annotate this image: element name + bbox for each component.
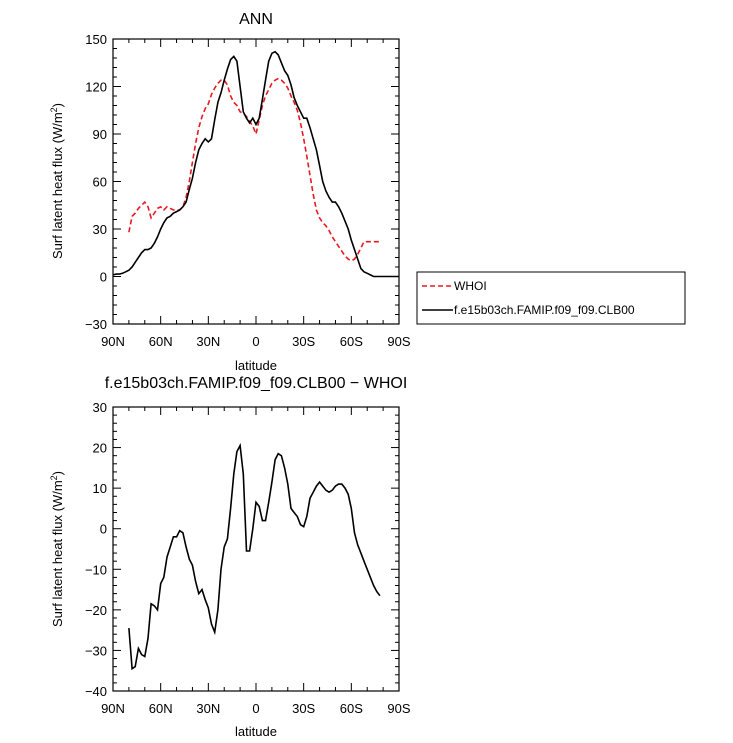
y-tick-label: 60	[93, 175, 107, 190]
y-tick-label: −30	[85, 317, 107, 332]
y-tick-label: 0	[100, 522, 107, 537]
top-chart-title: ANN	[239, 11, 273, 28]
x-tick-label: 0	[252, 334, 259, 349]
y-tick-label: −10	[85, 562, 107, 577]
top-x-ticks: 90N 60N 30N 0 30S 60S 90S	[101, 39, 411, 349]
x-tick-label: 60S	[340, 334, 363, 349]
y-tick-label: 90	[93, 127, 107, 142]
x-tick-label: 0	[252, 701, 259, 716]
legend-entry-model: f.e15b03ch.FAMIP.f09_f09.CLB00	[454, 303, 635, 317]
top-y-axis-label-sup: 2	[49, 107, 59, 112]
bottom-y-ticks: −40 −30 −20 −10 0 10 20 30	[85, 400, 399, 699]
x-tick-label: 30S	[292, 334, 315, 349]
legend-box	[416, 271, 686, 325]
top-y-axis-label: Surf latent heat flux (W/m2)	[49, 103, 65, 259]
bottom-x-ticks: 90N 60N 30N 0 30S 60S 90S	[101, 407, 411, 716]
top-panel: ANN −30 0 30 60 90 120 150 90N 60N 30N 0 30S 60S 90S…	[49, 11, 686, 373]
bottom-y-axis-label-main: Surf latent heat flux (W/m	[50, 480, 65, 627]
bottom-y-axis-label-sup: 2	[49, 475, 59, 480]
y-tick-label: 10	[93, 481, 107, 496]
y-tick-label: 20	[93, 441, 107, 456]
x-tick-label: 60N	[149, 334, 173, 349]
top-x-axis-label: latitude	[235, 358, 277, 373]
bottom-x-axis-label: latitude	[235, 724, 277, 739]
y-tick-label: 150	[85, 32, 107, 47]
top-y-axis-label-close: )	[50, 103, 65, 107]
x-tick-label: 60N	[149, 701, 173, 716]
y-tick-label: −20	[85, 603, 107, 618]
y-tick-label: −30	[85, 643, 107, 658]
series-line-f-e15b03ch-famip-f09-f09-clb00	[112, 50, 399, 278]
bottom-chart-title: f.e15b03ch.FAMIP.f09_f09.CLB00 − WHOI	[105, 375, 408, 392]
legend: WHOI f.e15b03ch.FAMIP.f09_f09.CLB00	[416, 271, 686, 325]
x-tick-label: 30N	[196, 334, 220, 349]
bottom-y-axis-label-close: )	[50, 471, 65, 475]
y-tick-label: 30	[93, 400, 107, 415]
x-tick-label: 60S	[340, 701, 363, 716]
y-tick-label: 30	[93, 222, 107, 237]
x-tick-label: 90N	[101, 701, 125, 716]
y-tick-label: 0	[100, 270, 107, 285]
legend-entry-whoi: WHOI	[454, 279, 487, 293]
bottom-panel: f.e15b03ch.FAMIP.f09_f09.CLB00 − WHOI −4…	[49, 375, 411, 739]
top-plot-frame	[112, 38, 400, 325]
y-tick-label: −40	[85, 684, 107, 699]
top-y-axis-label-main: Surf latent heat flux (W/m	[50, 112, 65, 259]
series-line-difference	[128, 442, 381, 671]
x-tick-label: 30S	[292, 701, 315, 716]
top-y-ticks: −30 0 30 60 90 120 150	[85, 32, 399, 332]
bottom-y-axis-label: Surf latent heat flux (W/m2)	[49, 471, 65, 627]
y-tick-label: 120	[85, 80, 107, 95]
top-series-group	[112, 50, 399, 278]
x-tick-label: 90S	[387, 334, 410, 349]
series-line-whoi	[128, 77, 380, 262]
bottom-plot-frame	[112, 406, 400, 692]
bottom-series-group	[128, 442, 381, 671]
x-tick-label: 90S	[387, 701, 410, 716]
x-tick-label: 30N	[196, 701, 220, 716]
x-tick-label: 90N	[101, 334, 125, 349]
